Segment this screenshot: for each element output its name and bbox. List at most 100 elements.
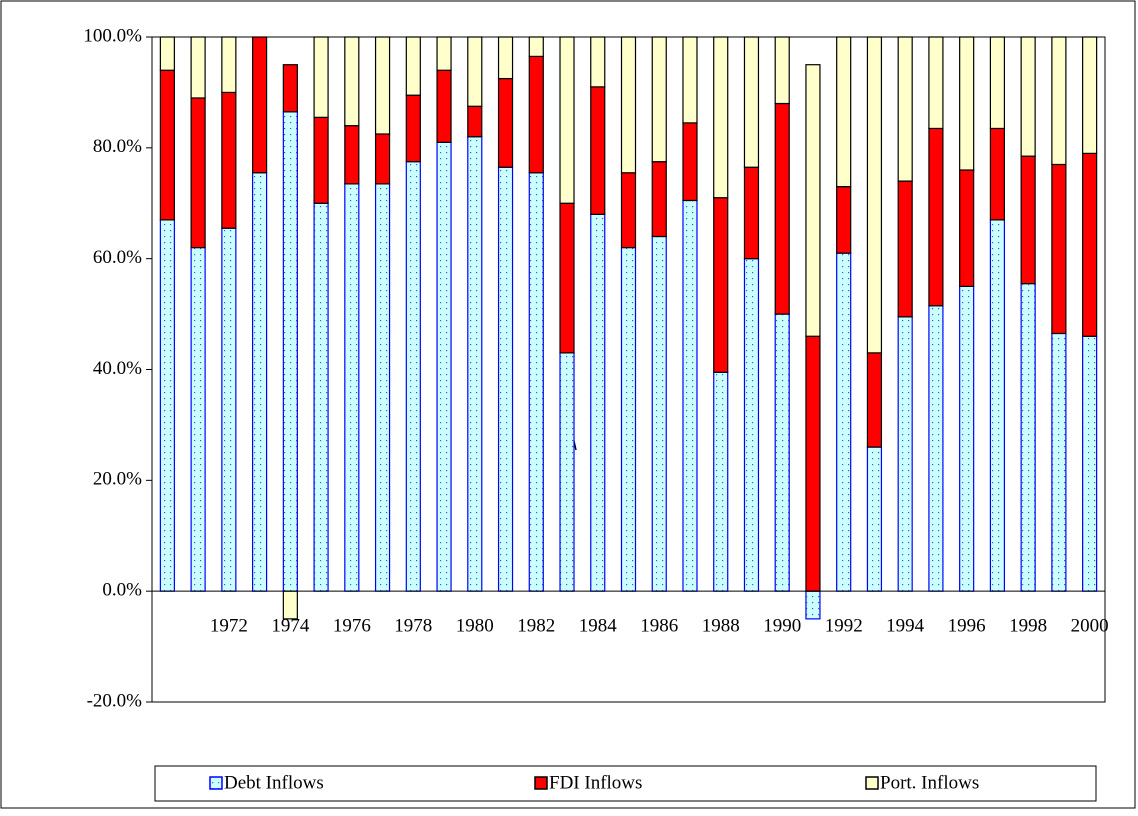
bar-segment [897, 316, 913, 592]
bar-segment [313, 202, 329, 592]
bar-segment [836, 36, 852, 188]
bar-segment [866, 446, 883, 592]
bar-segment [959, 169, 975, 287]
x-tick-label: 1972 [210, 616, 248, 637]
y-tick-label: 100.0% [83, 25, 142, 46]
bar-segment [1082, 36, 1098, 154]
bar-segment [651, 161, 667, 238]
bar-segment [159, 36, 175, 71]
bar-segment [928, 305, 944, 592]
bar-segment [559, 36, 575, 204]
bar-segment [651, 235, 667, 592]
legend [154, 765, 1097, 802]
x-tick-label: 1980 [456, 616, 494, 637]
legend-label: Debt Inflows [224, 772, 324, 793]
bar-segment [374, 183, 391, 592]
bar-segment [805, 64, 821, 337]
bar-segment [651, 36, 667, 163]
y-tick-label: 80.0% [93, 136, 142, 157]
x-tick-label: 1982 [517, 616, 555, 637]
bar-segment [405, 94, 421, 163]
x-tick-label: 2000 [1071, 616, 1109, 637]
bar-segment [866, 352, 883, 448]
bar-segment [774, 102, 790, 315]
bar-segment [620, 246, 637, 592]
bar-segment [805, 335, 821, 592]
bar-segment [344, 36, 360, 127]
legend-label: FDI Inflows [549, 772, 642, 793]
bar-segment [467, 36, 483, 107]
bar-segment [590, 86, 606, 215]
bar-segment [743, 166, 760, 260]
bar-segment [989, 36, 1006, 130]
bar-segment [313, 116, 329, 204]
legend-swatch [865, 776, 879, 790]
bar-segment [1051, 332, 1067, 592]
bar-segment [1020, 155, 1036, 285]
y-tick-label: 0.0% [102, 580, 142, 601]
bar-segment [1020, 36, 1036, 157]
legend-label: Port. Inflows [880, 772, 979, 793]
bar-segment [467, 105, 483, 138]
bar-segment [1051, 36, 1067, 166]
bar-segment [590, 213, 606, 592]
bar-segment [436, 69, 452, 143]
bar-segment [374, 133, 391, 185]
y-tick-label: 20.0% [93, 469, 142, 490]
bar-segment [190, 97, 206, 249]
bar-segment [313, 36, 329, 118]
x-tick-label: 1996 [948, 616, 986, 637]
bar-segment [405, 36, 421, 96]
bar-segment [559, 352, 575, 592]
x-tick-label: 1988 [702, 616, 740, 637]
bar-segment [1082, 152, 1098, 337]
bar-segment [959, 36, 975, 171]
bar-segment [528, 36, 544, 57]
bar-segment [866, 36, 883, 354]
bar-segment [467, 136, 483, 592]
bar-segment [251, 172, 268, 592]
legend-swatch [209, 776, 223, 790]
bar-segment [190, 36, 206, 99]
legend-swatch [534, 776, 548, 790]
x-tick-label: 1984 [579, 616, 618, 637]
bar-segment [159, 69, 175, 221]
bar-segment [682, 122, 698, 202]
bar-segment [1020, 283, 1036, 592]
x-tick-label: 1994 [886, 616, 925, 637]
bar-segment [497, 36, 514, 80]
bar-segment [743, 258, 760, 592]
bar-segment [374, 36, 391, 135]
bar-segment [190, 246, 206, 592]
bar-segment [436, 36, 452, 71]
bar-segment [159, 219, 175, 592]
bar-segment [836, 252, 852, 592]
bar-segment [774, 313, 790, 592]
bar-segment [897, 36, 913, 182]
bar-segment [405, 161, 421, 592]
bar-segment [805, 590, 821, 620]
bar-segment [344, 183, 360, 592]
x-tick-label: 1986 [640, 616, 678, 637]
bar-segment [774, 36, 790, 105]
bar-segment [1082, 335, 1098, 592]
y-tick-label: 40.0% [93, 358, 142, 379]
y-tick-label: -20.0% [87, 690, 143, 711]
bar-segment [221, 227, 237, 592]
x-tick-label: 1976 [333, 616, 371, 637]
bar-segment [528, 172, 544, 592]
bar-segment [836, 186, 852, 254]
bar-segment [897, 180, 913, 318]
bar-segment [436, 141, 452, 592]
bar-segment [928, 36, 944, 130]
bar-segment [344, 125, 360, 185]
bar-segment [282, 64, 298, 113]
bar-segment [713, 197, 729, 373]
y-tick-label: 60.0% [93, 247, 142, 268]
bar-segment [528, 55, 544, 174]
bar-segment [928, 127, 944, 307]
x-tick-label: 1990 [763, 616, 801, 637]
bar-segment [989, 219, 1006, 592]
bar-segment [713, 371, 729, 592]
